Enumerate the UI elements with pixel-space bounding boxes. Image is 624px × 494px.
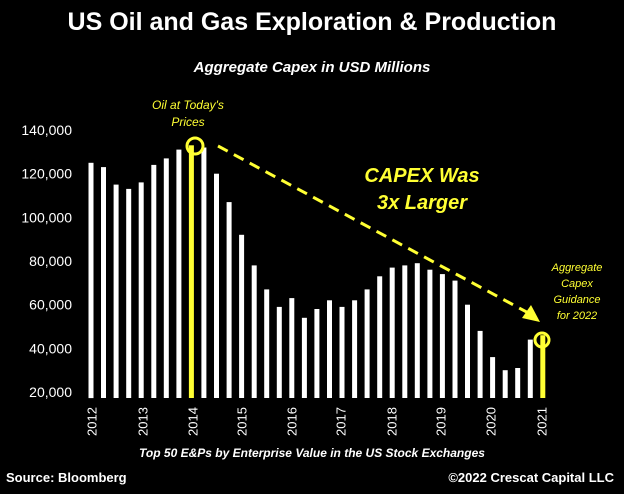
bar bbox=[176, 149, 182, 398]
bar bbox=[101, 167, 106, 398]
bar bbox=[327, 300, 332, 398]
y-tick-label: 60,000 bbox=[29, 297, 72, 313]
bar bbox=[352, 300, 358, 398]
bar bbox=[138, 182, 144, 398]
y-tick-label: 20,000 bbox=[29, 384, 72, 400]
y-tick-label: 40,000 bbox=[29, 340, 72, 356]
y-tick-label: 80,000 bbox=[29, 253, 72, 269]
annotation-capex-line1: CAPEX Was bbox=[364, 165, 479, 187]
x-tick-label: 2013 bbox=[135, 407, 150, 436]
bar bbox=[389, 267, 395, 398]
bar bbox=[527, 339, 533, 398]
x-tick-label: 2015 bbox=[234, 407, 249, 436]
bar bbox=[276, 306, 282, 398]
bar bbox=[465, 304, 470, 398]
annotations: Oil at Today's Prices CAPEX Was 3x Large… bbox=[152, 98, 603, 349]
bar bbox=[188, 145, 194, 398]
y-tick-label: 120,000 bbox=[21, 166, 72, 182]
bar bbox=[439, 274, 445, 398]
annotation-guidance-line3: Guidance bbox=[553, 294, 600, 306]
x-tick-label: 2012 bbox=[84, 407, 99, 436]
x-tick-label: 2017 bbox=[333, 407, 348, 436]
annotation-capex-line2: 3x Larger bbox=[377, 192, 468, 214]
x-tick-label: 2021 bbox=[534, 407, 549, 436]
bar-series bbox=[88, 145, 546, 399]
bar bbox=[113, 184, 119, 398]
trend-arrow bbox=[217, 144, 535, 318]
x-tick-label: 2018 bbox=[384, 407, 399, 436]
bar bbox=[515, 368, 521, 398]
highlight-circle-2022 bbox=[533, 331, 551, 349]
x-axis: 2012 2013 2014 2015 2016 2017 2018 2019 2020 2021 bbox=[84, 407, 549, 436]
bar bbox=[402, 265, 408, 398]
source-note: Source: Bloomberg bbox=[6, 470, 127, 485]
x-tick-label: 2019 bbox=[433, 407, 448, 436]
bar bbox=[226, 202, 232, 398]
bar bbox=[214, 173, 219, 398]
y-tick-label: 140,000 bbox=[21, 122, 72, 138]
annotation-guidance-line2: Capex bbox=[561, 278, 593, 290]
trend-arrowhead bbox=[522, 305, 540, 322]
bar bbox=[126, 188, 132, 398]
bar bbox=[163, 158, 169, 398]
x-tick-label: 2014 bbox=[185, 407, 200, 436]
x-tick-label: 2020 bbox=[483, 407, 498, 436]
bar bbox=[502, 370, 508, 398]
bar bbox=[540, 335, 546, 398]
bar bbox=[452, 280, 458, 398]
copyright-note: ©2022 Crescat Capital LLC bbox=[448, 470, 614, 485]
y-tick-label: 100,000 bbox=[21, 209, 72, 225]
bar bbox=[239, 234, 245, 398]
x-axis-label: Top 50 E&Ps by Enterprise Value in the U… bbox=[139, 446, 485, 460]
annotation-guidance-line4: for 2022 bbox=[557, 310, 597, 322]
bar bbox=[339, 306, 345, 398]
bar bbox=[377, 276, 383, 398]
annotation-guidance-line1: Aggregate bbox=[551, 262, 603, 274]
bar bbox=[490, 357, 496, 398]
highlight-circle-2014 bbox=[185, 136, 205, 156]
chart-subtitle: Aggregate Capex in USD Millions bbox=[193, 59, 431, 76]
chart-title: US Oil and Gas Exploration & Production bbox=[67, 8, 557, 36]
bar bbox=[301, 317, 307, 398]
x-tick-label: 2016 bbox=[284, 407, 299, 436]
annotation-today-prices-line1: Oil at Today's bbox=[152, 98, 224, 112]
bar bbox=[264, 289, 270, 398]
bar bbox=[364, 289, 370, 398]
bar bbox=[201, 147, 207, 398]
bar bbox=[427, 269, 433, 398]
bar bbox=[314, 309, 320, 398]
bar bbox=[88, 162, 94, 399]
bar bbox=[151, 164, 157, 398]
annotation-today-prices-line2: Prices bbox=[171, 115, 204, 129]
bar bbox=[477, 330, 483, 398]
bar bbox=[251, 265, 257, 398]
bar bbox=[289, 298, 295, 398]
y-axis: 20,000 40,000 60,000 80,000 100,000 120,000 14… bbox=[21, 122, 72, 400]
bar bbox=[414, 263, 420, 398]
